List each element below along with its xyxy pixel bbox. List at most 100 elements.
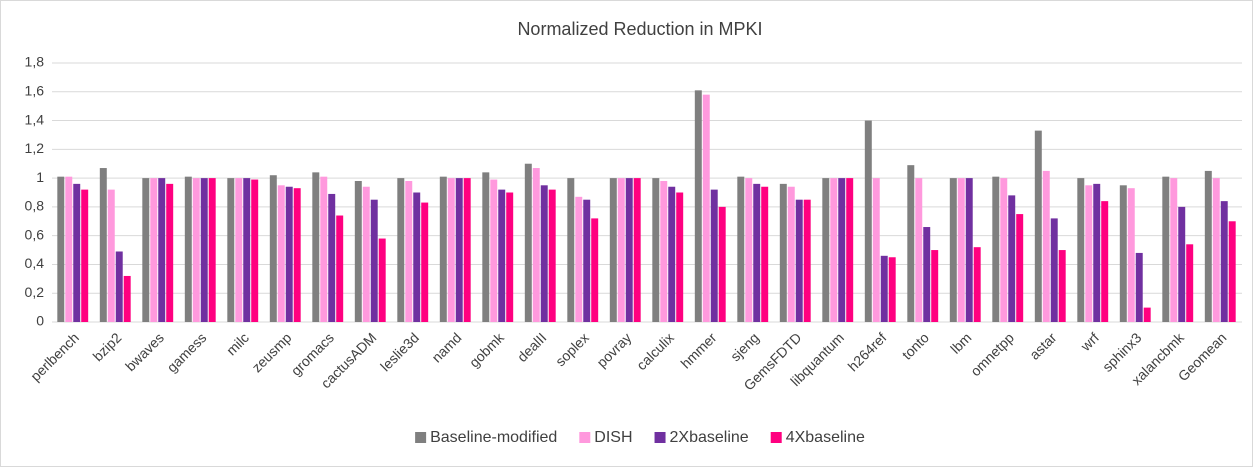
y-tick-label: 0,2 [25,284,45,300]
bar [548,189,556,322]
bar [753,183,761,322]
bar [1034,130,1042,322]
bar [370,199,378,322]
bar [200,178,208,322]
bar [413,192,421,322]
bar [1077,178,1085,322]
bar [846,178,854,322]
bar [973,247,981,322]
y-tick-label: 1,6 [25,82,45,98]
bar [660,180,668,322]
bar [575,196,583,322]
legend-label: Baseline-modified [430,429,557,446]
bar [931,250,939,322]
bar [150,178,158,322]
bar [652,178,660,322]
bar [192,178,200,322]
y-tick-label: 0,4 [25,255,45,271]
bar [1178,206,1186,322]
legend-swatch [415,432,427,443]
bar [583,199,591,322]
bar [1170,178,1178,322]
bar [320,176,328,322]
bar [915,178,923,322]
bar [761,186,769,322]
bar [142,178,150,322]
y-tick-label: 1,4 [25,111,45,127]
bar [524,163,532,322]
bar [795,199,803,322]
bar [158,178,166,322]
bar [208,178,216,322]
bar [1042,170,1050,322]
bar [378,238,386,322]
legend-swatch [654,432,666,443]
bar [293,188,301,322]
bar [540,185,548,322]
bar [405,180,413,322]
bar [312,172,320,322]
bar [362,186,370,322]
bar [822,178,830,322]
bar [633,178,641,322]
bar [243,178,251,322]
bar [482,172,490,322]
bar [447,178,455,322]
bar [1119,185,1127,322]
bar [1000,178,1008,322]
bar [745,178,753,322]
bar [1050,218,1058,322]
bar [1143,307,1151,322]
bar [617,178,625,322]
bar [965,178,973,322]
bar [591,218,599,322]
bar [1212,178,1220,322]
bar [166,183,174,322]
bar [609,178,617,322]
bar [880,255,888,322]
y-tick-label: 1 [36,169,44,185]
bar [923,227,931,322]
bar [1228,221,1236,322]
bar [65,176,73,322]
bar [269,175,277,322]
bar [235,178,243,322]
bar [1127,188,1135,322]
bar [506,192,514,322]
bar [888,257,896,322]
bar [668,186,676,322]
y-tick-label: 0 [36,313,44,329]
bar [439,176,447,322]
legend-label: 2Xbaseline [670,429,749,446]
bar [490,179,498,322]
bar [532,168,540,322]
bar [1186,244,1194,322]
bar [277,185,285,322]
bar [864,120,872,322]
y-tick-label: 1,2 [25,140,45,156]
bar [567,178,575,322]
legend-swatch [579,432,591,443]
legend-swatch [770,432,782,443]
bar [702,94,710,323]
bar [718,206,726,322]
bar [1016,214,1024,322]
bar [107,189,115,322]
bar [737,176,745,322]
bar [455,178,463,322]
bar [421,202,429,322]
legend-label: DISH [594,429,632,446]
bar [1204,170,1212,322]
bar [73,183,81,322]
bar [779,183,787,322]
bar [328,193,336,322]
bar [1101,201,1109,322]
bar [115,251,123,322]
bar [285,186,293,322]
bar [397,178,405,322]
bar [1008,195,1016,322]
bar [625,178,633,322]
bar [463,178,471,322]
bar [1093,183,1101,322]
